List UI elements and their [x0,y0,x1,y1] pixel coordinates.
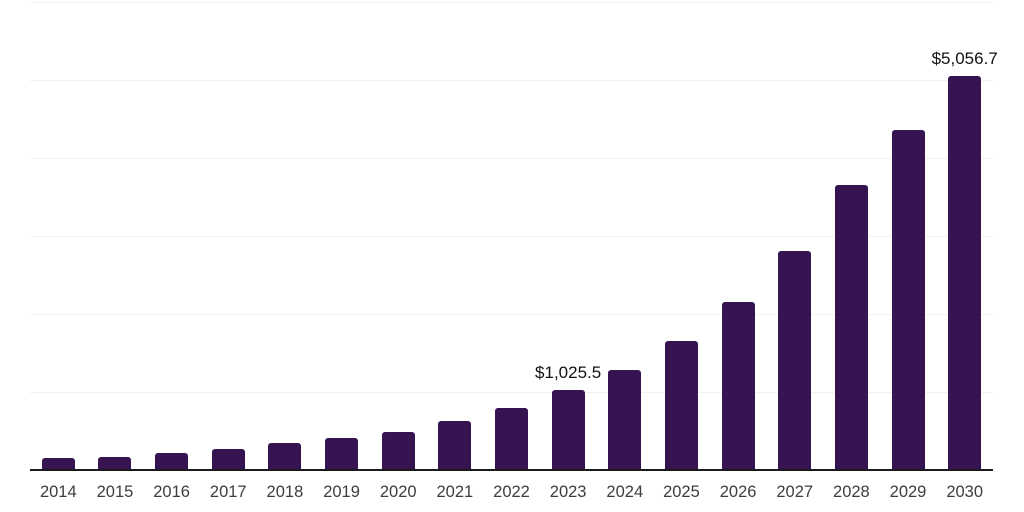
x-tick-label-2027: 2027 [776,483,814,501]
x-tick-label-2020: 2020 [379,483,417,501]
x-tick-label-2017: 2017 [209,483,247,501]
bar-2015 [98,456,132,470]
bar-2022 [495,407,528,470]
bar-2027 [778,250,812,470]
x-tick-label-2018: 2018 [266,483,304,501]
x-tick-label-2025: 2025 [663,483,700,501]
gridline [30,2,993,3]
bar-2024 [608,369,642,470]
bar-2019 [325,438,359,470]
bar-2021 [438,420,472,470]
bar-2020 [381,431,415,470]
x-tick-label-2022: 2022 [493,483,530,501]
x-tick-label-2030: 2030 [946,483,984,501]
bar-2017 [211,449,245,470]
bar-2030 [948,75,982,470]
bar-2016 [155,452,189,470]
bar-2023 [551,390,585,470]
data-label-2030: $5,056.7 [931,48,998,68]
bar-2025 [664,340,698,470]
gridline [30,158,993,159]
data-label-2023: $1,025.5 [535,363,602,382]
gridline [30,80,993,81]
bar-2026 [721,301,755,470]
x-tick-label-2024: 2024 [606,483,644,501]
x-tick-label-2021: 2021 [436,483,474,501]
x-axis-line [30,469,993,471]
bar-2028 [834,184,868,470]
x-tick-label-2029: 2029 [889,483,927,501]
x-tick-label-2015: 2015 [96,483,134,501]
x-tick-label-2023: 2023 [549,483,587,501]
bar-2014 [41,458,75,470]
x-tick-label-2014: 2014 [39,483,77,501]
bar-2029 [891,129,925,470]
x-tick-label-2028: 2028 [833,483,870,501]
x-tick-label-2019: 2019 [323,483,360,501]
bar-2018 [268,443,302,470]
x-tick-label-2016: 2016 [153,483,190,501]
x-tick-label-2026: 2026 [719,483,757,501]
